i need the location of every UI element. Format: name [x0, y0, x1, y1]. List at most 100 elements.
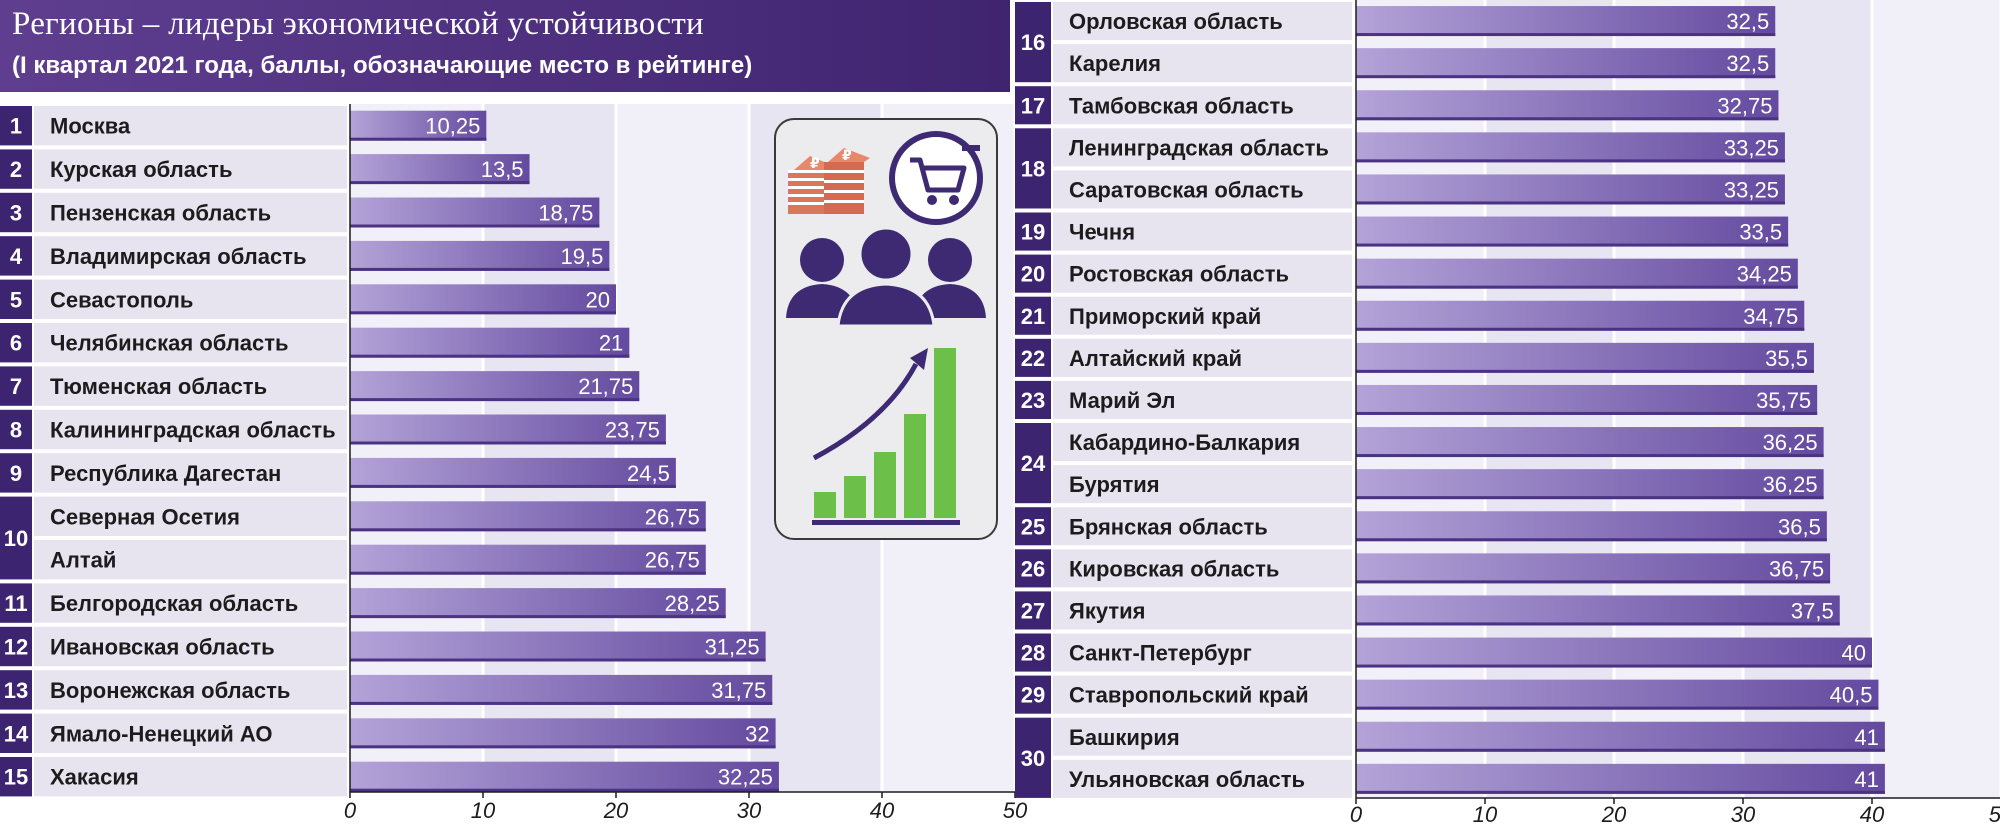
bar-value-label: 36,25: [1763, 430, 1818, 455]
money-stack-icon: ₽ ₽: [788, 148, 870, 214]
bar-shadow: [1356, 790, 1885, 794]
region-label: Ростовская область: [1069, 262, 1289, 287]
bar-shadow: [350, 658, 766, 662]
bar-value-label: 19,5: [561, 244, 604, 269]
bar-value-label: 35,75: [1756, 388, 1811, 413]
row-label-bg: [1053, 254, 1352, 293]
rank-label: 9: [10, 461, 22, 486]
region-label: Приморский край: [1069, 304, 1261, 329]
rank-label: 21: [1021, 304, 1045, 329]
bar-shadow: [350, 441, 666, 445]
bar: [1356, 258, 1798, 289]
svg-text:₽: ₽: [842, 148, 852, 164]
bar: [350, 154, 530, 185]
rank-badge: [1015, 675, 1051, 714]
bar-value-label: 34,25: [1737, 262, 1792, 287]
rank-badge: [1015, 338, 1051, 377]
bar-value-label: 32,25: [718, 765, 773, 790]
bar-value-label: 36,75: [1769, 556, 1824, 581]
rank-badge: [0, 496, 32, 580]
bar: [1356, 637, 1872, 668]
bar-value-label: 32,5: [1726, 51, 1769, 76]
region-label: Брянская область: [1069, 514, 1268, 539]
bar: [1356, 342, 1814, 373]
rank-label: 16: [1021, 30, 1045, 55]
rank-badge: [0, 453, 32, 493]
bar: [350, 371, 640, 402]
rank-label: 30: [1021, 746, 1045, 771]
bar: [1356, 679, 1879, 710]
rank-badge: [0, 583, 32, 623]
x-tick-label: 30: [737, 798, 762, 823]
bar-shadow: [350, 788, 779, 792]
x-tick-label: 20: [1601, 802, 1627, 827]
row-label-bg: [1053, 86, 1352, 125]
bar: [1356, 721, 1885, 752]
bar-value-label: 34,75: [1743, 304, 1798, 329]
bar-value-label: 31,25: [705, 635, 760, 660]
row-label-bg: [1053, 44, 1352, 83]
rank-label: 4: [10, 244, 23, 269]
rank-label: 7: [10, 374, 22, 399]
region-label: Владимирская область: [50, 244, 306, 269]
row-label-bg: [34, 409, 347, 450]
row-label-bg: [34, 583, 347, 623]
bar: [1356, 511, 1827, 542]
rank-label: 28: [1021, 641, 1045, 666]
region-label: Ставропольский край: [1069, 683, 1309, 708]
region-label: Санкт-Петербург: [1069, 641, 1252, 666]
rank-label: 24: [1021, 451, 1046, 476]
bar: [1356, 174, 1785, 205]
x-tick-label: 50: [1989, 802, 2000, 827]
bar-shadow: [350, 398, 640, 402]
illustration-panel: ₽ ₽: [774, 118, 998, 540]
bar: [1356, 300, 1805, 331]
region-label: Севастополь: [50, 287, 193, 312]
bar: [1356, 48, 1776, 79]
row-label-bg: [34, 279, 347, 319]
bar-value-label: 20: [586, 287, 610, 312]
bar-value-label: 33,5: [1739, 220, 1782, 245]
region-label: Ульяновская область: [1069, 767, 1305, 792]
bar-shadow: [1356, 622, 1840, 626]
bar: [350, 240, 610, 271]
bar-shadow: [1356, 369, 1814, 373]
bar: [350, 631, 766, 662]
rank-label: 8: [10, 418, 22, 443]
rank-badge: [0, 106, 32, 146]
bar-shadow: [350, 528, 706, 532]
bar: [350, 110, 487, 141]
x-tick-label: 40: [870, 798, 895, 823]
rank-label: 19: [1021, 220, 1045, 245]
row-label-bg: [34, 192, 347, 233]
header-banner: Регионы – лидеры экономической устойчиво…: [0, 0, 1010, 92]
rank-label: 25: [1021, 514, 1045, 539]
rank-badge: [0, 192, 32, 233]
row-label-bg: [34, 626, 347, 667]
bar-value-label: 41: [1854, 725, 1878, 750]
row-label-bg: [1053, 633, 1352, 672]
region-label: Саратовская область: [1069, 177, 1304, 202]
rank-label: 15: [4, 765, 28, 790]
region-label: Тюменская область: [50, 374, 267, 399]
rank-label: 20: [1021, 262, 1045, 287]
bar-shadow: [350, 701, 773, 705]
rank-badge: [1015, 633, 1051, 672]
x-tick-label: 10: [1473, 802, 1498, 827]
bar-shadow: [1356, 285, 1798, 289]
rank-label: 3: [10, 201, 22, 226]
bar-value-label: 33,25: [1724, 135, 1779, 160]
bar-shadow: [1356, 538, 1827, 542]
row-label-bg: [34, 323, 347, 363]
row-label-bg: [34, 236, 347, 276]
bar-shadow: [350, 354, 630, 358]
rank-badge: [1015, 507, 1051, 546]
bar: [350, 197, 600, 228]
rank-badge: [0, 757, 32, 797]
bar-value-label: 23,75: [605, 418, 660, 443]
rank-label: 12: [4, 635, 28, 660]
region-label: Ленинградская область: [1069, 135, 1329, 160]
bar-value-label: 33,25: [1724, 177, 1779, 202]
row-label-bg: [1053, 128, 1352, 167]
